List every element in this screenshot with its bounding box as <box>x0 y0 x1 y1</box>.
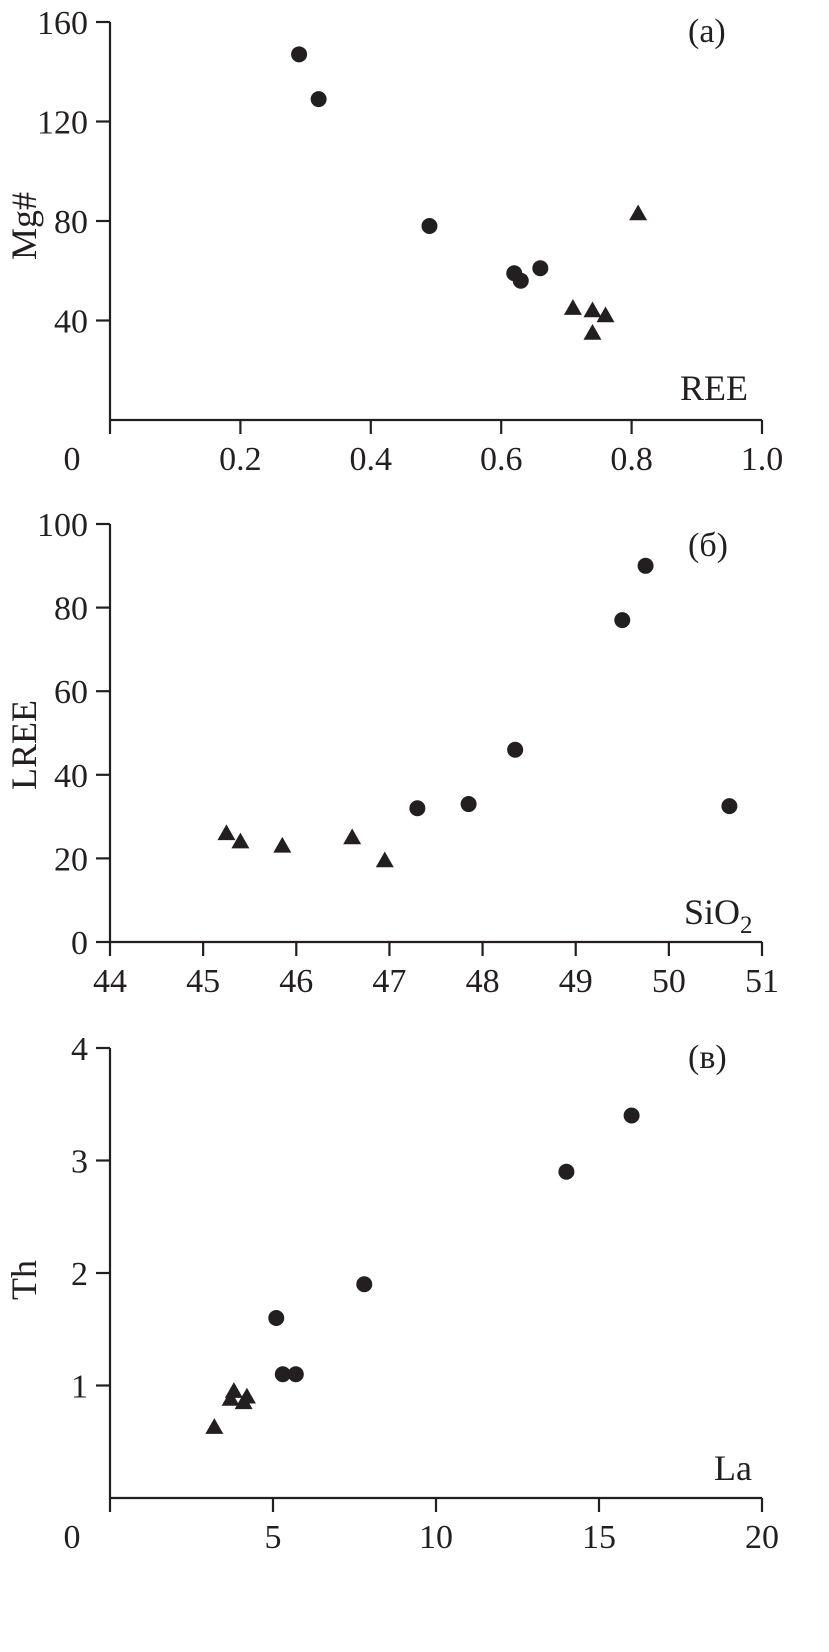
panel-a-triangle-point <box>583 301 602 318</box>
panel-b-y-tick-label: 60 <box>54 674 88 711</box>
panel-c-circle-point <box>274 1366 291 1383</box>
panel-a-data-marks <box>291 46 648 340</box>
panel-b-circle-point <box>614 612 631 629</box>
panel-c-x-tick-label: 15 <box>582 1519 616 1556</box>
panel-b-y-tick-label: 100 <box>37 507 88 544</box>
panel-c-y-tick-label: 1 <box>71 1369 88 1406</box>
panel-b-triangle-point <box>273 836 292 853</box>
panel-a-x-tick-label: 1.0 <box>741 441 784 478</box>
panel-c-x-tick-label: 10 <box>419 1519 453 1556</box>
panel-a-x-axis-label: REE <box>680 368 748 408</box>
panel-c-y-axis-label: Th <box>4 1260 44 1300</box>
panel-a-x-tick-label: 0.2 <box>219 441 262 478</box>
panel-b-circle-point <box>637 557 654 574</box>
panel-c-y-ticks: 1 2 3 4 <box>71 1031 110 1406</box>
panel-c-y-tick-label: 4 <box>71 1031 88 1068</box>
panel-a-x-ticks: 0 0.2 0.4 0.6 0.8 1.0 <box>64 420 784 478</box>
panel-a-y-tick-label: 120 <box>37 105 88 142</box>
panel-b-circle-point <box>507 741 524 758</box>
panel-a-label: (a) <box>688 13 726 50</box>
panel-b-y-tick-label: 20 <box>54 841 88 878</box>
panel-c-data-marks <box>205 1107 640 1434</box>
panel-a-x-tick-label: 0 <box>64 441 81 478</box>
panel-a-y-axis-label: Mg# <box>4 192 44 260</box>
panel-b-y-ticks: 0 20 40 60 80 100 <box>37 507 110 962</box>
panel-c-x-axis-label: La <box>714 1448 752 1488</box>
panel-a-y-tick-label: 160 <box>37 5 88 42</box>
panel-b-circle-point <box>460 796 477 813</box>
panel-c-circle-point <box>558 1163 575 1180</box>
panel-a-x-tick-label: 0.6 <box>480 441 523 478</box>
panel-c-label: (в) <box>688 1039 727 1076</box>
panel-b-data-marks <box>217 557 738 868</box>
panel-c-x-tick-label: 20 <box>745 1519 779 1556</box>
panel-c-triangle-point <box>237 1387 256 1404</box>
panel-b-x-tick-label: 50 <box>652 963 686 1000</box>
panel-a-triangle-point <box>596 306 615 323</box>
panel-c-circle-point <box>287 1366 304 1383</box>
panel-a-triangle-point <box>629 204 648 221</box>
panel-a-triangle-point <box>563 299 582 315</box>
panel-b-label: (б) <box>688 527 728 564</box>
panel-a-x-tick-label: 0.4 <box>350 441 393 478</box>
panel-a-x-tick-label: 0.8 <box>610 441 653 478</box>
panel-a-circle-point <box>310 91 327 108</box>
panel-b-y-axis-label: LREE <box>4 700 44 790</box>
panel-b-x-tick-label: 48 <box>466 963 500 1000</box>
panel-b-circle-point <box>721 798 738 815</box>
panel-c: (в) La Th 1 2 3 4 0 5 10 15 20 <box>4 1031 779 1556</box>
panel-b-triangle-point <box>217 824 236 841</box>
panel-c-circle-point <box>623 1107 640 1124</box>
panel-b-x-tick-label: 51 <box>745 963 779 1000</box>
panel-b-x-tick-label: 44 <box>93 963 127 1000</box>
panel-a-circle-point <box>421 217 438 234</box>
panel-c-circle-point <box>268 1310 285 1326</box>
panel-b-x-tick-label: 49 <box>559 963 593 1000</box>
panel-b-triangle-point <box>343 828 362 845</box>
panel-b-x-axis-label-main: SiO <box>684 892 740 932</box>
panel-a-y-tick-label: 40 <box>54 304 88 341</box>
panel-a-y-tick-label: 80 <box>54 204 88 241</box>
panel-c-x-ticks: 0 5 10 15 20 <box>64 1498 779 1556</box>
panel-a-circle-point <box>291 46 308 63</box>
panel-b-circle-point <box>409 800 426 817</box>
panel-b: (б) SiO2 LREE 0 20 40 60 80 100 44 45 46 47 48 49 5… <box>4 507 779 1000</box>
panel-b-x-axis-label: SiO2 <box>684 892 753 939</box>
panel-c-x-tick-label: 0 <box>64 1519 81 1556</box>
panel-b-x-tick-label: 47 <box>372 963 406 1000</box>
panel-a-y-ticks: 40 80 120 160 <box>37 5 110 341</box>
panel-a-circle-point <box>512 272 529 289</box>
panel-c-y-tick-label: 2 <box>71 1256 88 1293</box>
panel-c-x-tick-label: 5 <box>265 1519 282 1556</box>
panel-b-y-tick-label: 0 <box>71 925 88 962</box>
panel-b-x-tick-label: 46 <box>279 963 313 1000</box>
panel-c-y-tick-label: 3 <box>71 1144 88 1181</box>
panel-b-triangle-point <box>375 851 394 868</box>
panel-a-triangle-point <box>583 323 602 340</box>
panel-c-circle-point <box>356 1276 373 1293</box>
panel-b-y-tick-label: 40 <box>54 758 88 795</box>
panel-b-y-tick-label: 80 <box>54 591 88 628</box>
panel-c-triangle-point <box>205 1418 224 1434</box>
panel-b-x-ticks: 44 45 46 47 48 49 50 51 <box>93 942 779 1000</box>
panel-b-triangle-point <box>231 832 250 849</box>
panel-c-triangle-point <box>224 1382 243 1398</box>
panel-b-x-axis-label-subscript: 2 <box>740 912 753 939</box>
panel-a: (a) REE Mg# 40 80 120 160 0 0.2 0.4 0.6 0.8 1.0 <box>4 5 783 478</box>
panel-a-circle-point <box>532 260 549 277</box>
panel-b-x-tick-label: 45 <box>186 963 220 1000</box>
